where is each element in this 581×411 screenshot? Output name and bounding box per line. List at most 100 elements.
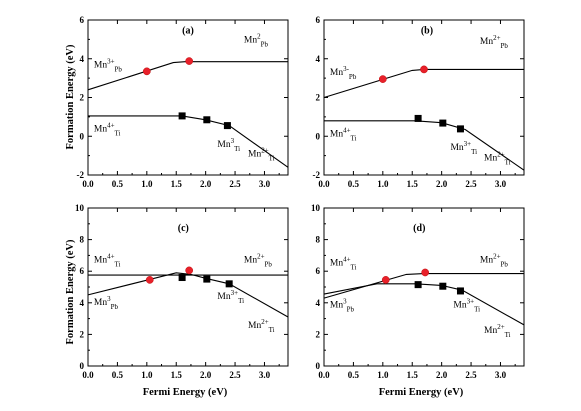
defect-label-charge: 2+	[493, 253, 501, 261]
defect-label-base: Mn	[330, 301, 343, 311]
defect-label-base: Mn	[94, 256, 107, 266]
defect-label-site: Ti	[238, 297, 244, 305]
black-square-marker	[225, 280, 233, 288]
defect-label-charge: 3-	[343, 65, 350, 73]
defect-label-site: Ti	[115, 261, 121, 269]
defect-label-base: Mn	[330, 259, 343, 269]
y-tick-label: 0	[80, 131, 85, 141]
x-tick-label: 2.0	[200, 370, 212, 380]
x-tick-label: 3.0	[259, 179, 271, 189]
y-tick-label: 0	[316, 361, 321, 371]
defect-label-charge: 3+	[231, 289, 239, 297]
defect-label-charge: 3+	[467, 298, 475, 306]
x-tick-label: 1.0	[141, 179, 153, 189]
defect-label-site: Ti	[269, 326, 275, 334]
defect-label: Mn3Ti	[217, 137, 240, 153]
y-axis-title-bottom: Formation Energy (eV)	[65, 239, 76, 344]
defect-label-charge: 2+	[497, 150, 505, 158]
defect-label-base: Mn	[217, 292, 230, 302]
defect-label-charge: 2+	[261, 147, 269, 155]
defect-label-base: Mn	[244, 35, 257, 45]
defect-label-charge: 4+	[343, 126, 351, 134]
x-tick-label: 0.5	[348, 370, 360, 380]
x-tick-label: 0.5	[348, 179, 360, 189]
defect-label-site: Ti	[115, 129, 121, 137]
defect-label-base: Mn	[330, 129, 343, 139]
defect-label-base: Mn	[450, 143, 463, 153]
x-tick-label: 0.0	[318, 179, 330, 189]
panel-label: (d)	[413, 223, 425, 234]
defect-label-site: Ti	[234, 145, 240, 153]
y-tick-label: 8	[80, 235, 85, 245]
y-tick-label: 6	[80, 15, 85, 25]
x-tick-label: 0.0	[82, 370, 94, 380]
defect-label-base: Mn	[484, 326, 497, 336]
red-circle-marker	[420, 65, 428, 74]
defect-label-site: Ti	[474, 306, 480, 314]
black-square-marker	[414, 114, 422, 122]
black-square-marker	[456, 125, 464, 133]
red-circle-marker	[378, 75, 387, 83]
series-line-1	[323, 68, 524, 99]
defect-label: Mn3+Ti	[453, 298, 480, 314]
y-tick-label: 0	[316, 131, 321, 141]
red-circle-marker	[185, 266, 194, 275]
defect-label-charge: 3	[107, 295, 111, 303]
defect-label: Mn3Pb	[330, 298, 355, 314]
defect-label-site: Pb	[501, 42, 509, 50]
defect-label-site: Pb	[111, 303, 119, 311]
defect-label-charge: 4+	[107, 253, 115, 261]
black-square-marker	[178, 274, 186, 282]
defect-label-charge: 2+	[257, 253, 265, 261]
red-circle-marker	[381, 276, 390, 284]
defect-label-base: Mn	[480, 256, 493, 266]
x-tick-label: 1.0	[377, 179, 389, 189]
y-tick-label: 0	[80, 361, 85, 371]
defect-label-base: Mn	[480, 37, 493, 47]
defect-label-base: Mn	[248, 321, 261, 331]
defect-label: Mn2+Ti	[484, 323, 511, 339]
x-tick-label: 3.0	[495, 370, 507, 380]
panel-label: (c)	[178, 223, 189, 234]
y-tick-label: 4	[316, 54, 321, 64]
defect-label-charge: 3+	[107, 57, 115, 65]
defect-label-charge: 2+	[493, 34, 501, 42]
y-tick-label: 4	[80, 298, 85, 308]
x-tick-label: 2.0	[436, 179, 448, 189]
y-tick-label: 6	[316, 15, 321, 25]
defect-label-charge: 4+	[107, 121, 115, 129]
x-axis-title-left: Fermi Energy (eV)	[143, 387, 228, 398]
defect-label-site: Ti	[505, 331, 511, 339]
defect-label: Mn3+Ti	[217, 289, 244, 305]
y-tick-label: 2	[80, 93, 85, 103]
black-square-marker	[439, 282, 447, 290]
x-tick-label: 1.5	[407, 179, 419, 189]
black-square-marker	[414, 281, 422, 289]
x-tick-label: 1.5	[407, 370, 419, 380]
panel-label: (a)	[182, 26, 194, 37]
defect-label-site: Ti	[505, 158, 511, 166]
defect-label-charge: 2	[257, 32, 261, 40]
y-tick-label: 2	[316, 329, 321, 339]
y-tick-label: 4	[316, 298, 321, 308]
defect-label: Mn4+Ti	[94, 253, 121, 269]
defect-label: Mn3-Pb	[330, 65, 357, 81]
defect-label: Mn4+Ti	[94, 121, 121, 137]
series-line-2	[323, 283, 525, 326]
x-tick-label: 2.5	[465, 370, 477, 380]
x-tick-label: 2.0	[436, 370, 448, 380]
defect-label-base: Mn	[94, 124, 107, 134]
defect-label-site: Pb	[115, 65, 123, 73]
plot-frame	[323, 19, 525, 176]
defect-label-base: Mn	[453, 301, 466, 311]
x-tick-label: 0.0	[82, 179, 94, 189]
y-tick-label: -2	[77, 170, 85, 180]
defect-label-site: Ti	[351, 134, 357, 142]
y-tick-label: 6	[316, 266, 321, 276]
y-tick-label: 6	[80, 266, 85, 276]
defect-label: Mn2+Pb	[480, 253, 509, 269]
defect-label-charge: 3	[231, 137, 235, 145]
defect-label-base: Mn	[94, 298, 107, 308]
